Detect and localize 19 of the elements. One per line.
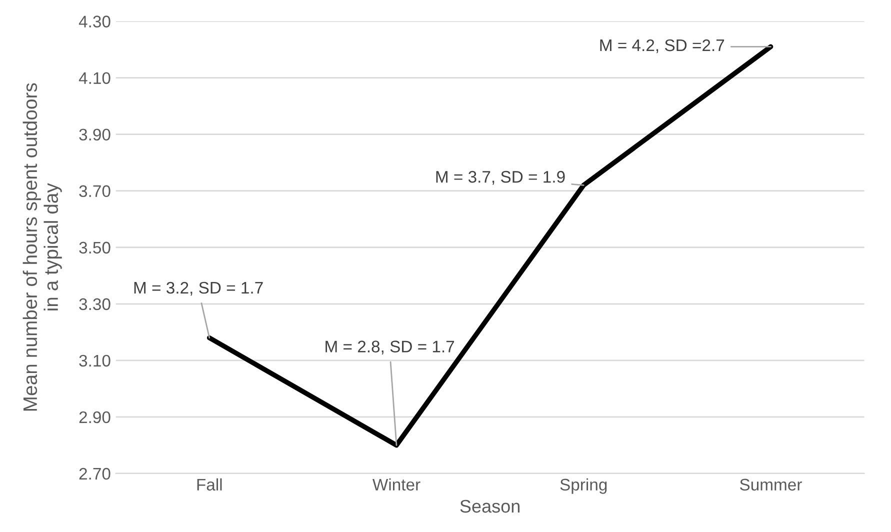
y-tick-label: 2.90: [79, 411, 110, 424]
x-tick-label: Summer: [740, 478, 802, 491]
y-tick-label: 2.70: [79, 468, 110, 480]
x-axis-title: Season: [460, 500, 520, 513]
x-tick-label: Fall: [197, 478, 222, 491]
y-tick-label: 3.50: [79, 242, 110, 254]
x-tick-label: Spring: [560, 478, 607, 494]
annotation: M = 4.2, SD =2.7: [600, 39, 724, 54]
y-axis-title: Mean number of hours spent outdoors in a typical day: [22, 83, 62, 411]
annotation: M = 3.2, SD = 1.7: [134, 282, 263, 296]
y-tick-label: 4.30: [78, 16, 110, 28]
y-tick-label: 3.70: [79, 185, 110, 198]
y-tick-label: 4.10: [78, 72, 110, 84]
annotation: M = 3.7, SD = 1.9: [436, 170, 565, 185]
y-tick-label: 3.90: [79, 128, 110, 141]
annotation: M = 2.8, SD = 1.7: [326, 340, 454, 354]
y-tick-label: 3.30: [79, 298, 110, 310]
y-tick-label: 3.10: [79, 354, 110, 367]
x-tick-label: Winter: [372, 478, 420, 491]
